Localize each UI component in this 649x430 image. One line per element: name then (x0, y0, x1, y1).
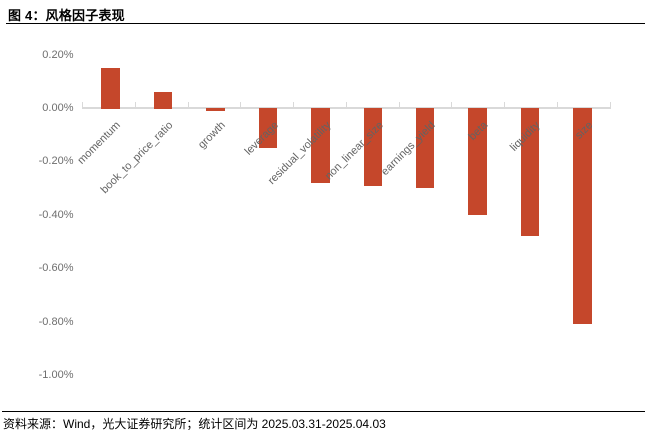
bar-liquidity (520, 108, 540, 237)
axis-tick-mark (134, 101, 136, 109)
axis-tick-mark (398, 101, 400, 109)
axis-tick-mark (345, 101, 347, 109)
bar-size (573, 108, 592, 325)
axis-tick-mark (609, 101, 611, 109)
axis-tick-mark (293, 101, 294, 109)
axis-tick-mark (451, 101, 453, 109)
axis-tick-mark (187, 101, 189, 109)
bar-leverage (258, 108, 278, 149)
y-tick-label: -0.60% (38, 262, 74, 275)
bar-beta (468, 108, 487, 215)
bar-earnings_yield (415, 108, 435, 189)
axis-tick-mark (556, 101, 558, 109)
y-tick-label: -0.80% (38, 315, 74, 328)
axis-tick-mark (504, 101, 505, 109)
y-tick-label: -0.20% (38, 155, 74, 168)
bar-residual_volatility (311, 108, 330, 183)
bar-growth (206, 108, 225, 111)
y-tick-label: 0.20% (42, 48, 74, 61)
title-divider (6, 22, 645, 25)
bar-book_to_price_ratio (153, 91, 173, 109)
x-label-momentum: momentum (75, 119, 124, 167)
x-label-growth: growth (196, 119, 229, 152)
y-tick-label: -1.00% (38, 369, 74, 382)
bar-momentum (101, 67, 120, 109)
figure-title: 图 4：风格因子表现 (8, 8, 125, 23)
y-tick-label: 0.00% (42, 102, 74, 114)
y-tick-label: -0.40% (38, 208, 74, 221)
footer-divider (2, 411, 645, 413)
source-note: 资料来源：Wind，光大证券研究所；统计区间为 2025.03.31-2025.… (3, 416, 386, 430)
axis-tick-mark (240, 101, 242, 109)
axis-tick-mark (82, 101, 83, 109)
bar-non_linear_size (363, 108, 382, 186)
